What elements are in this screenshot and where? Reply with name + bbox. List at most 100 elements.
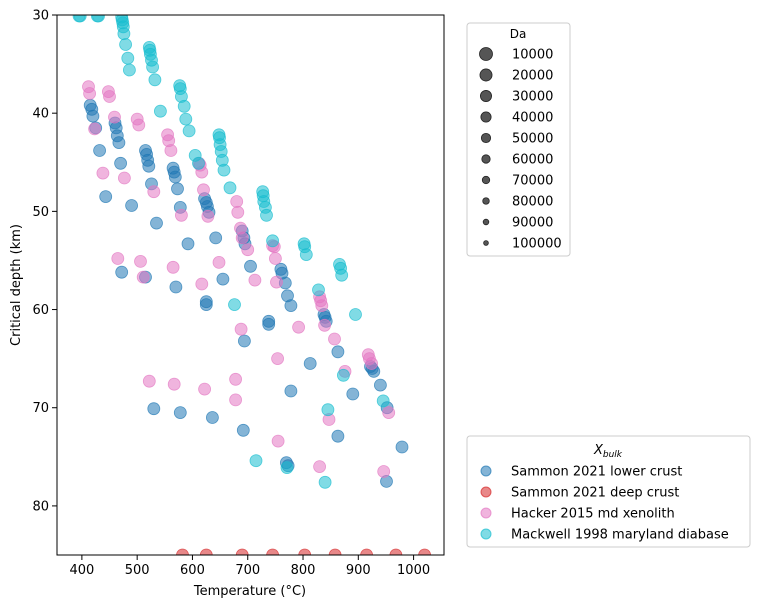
data-point bbox=[284, 384, 298, 398]
data-point bbox=[389, 548, 403, 555]
data-point bbox=[117, 27, 131, 41]
size-legend-label: 10000 bbox=[512, 48, 553, 63]
data-point bbox=[177, 99, 191, 113]
data-points bbox=[72, 15, 431, 555]
y-tick-label: 30 bbox=[32, 9, 49, 24]
data-point bbox=[395, 440, 409, 454]
size-legend-marker bbox=[479, 68, 493, 82]
data-point bbox=[181, 237, 195, 251]
data-point bbox=[103, 90, 116, 103]
data-point bbox=[318, 318, 332, 332]
color-legend-marker bbox=[480, 507, 492, 519]
data-point bbox=[331, 345, 345, 359]
data-point bbox=[88, 122, 101, 136]
data-point bbox=[192, 156, 205, 170]
data-point bbox=[331, 429, 345, 443]
data-point bbox=[229, 393, 243, 407]
x-tick-label: 900 bbox=[346, 563, 371, 578]
data-point bbox=[112, 136, 126, 150]
color-legend-title-subscript: bulk bbox=[603, 450, 623, 460]
data-point bbox=[86, 109, 100, 123]
size-legend: Da 10000 20000 30000 40000 50000 60000 70000 80… bbox=[466, 22, 571, 257]
data-point bbox=[174, 208, 188, 222]
data-point bbox=[168, 170, 182, 184]
data-point bbox=[321, 403, 335, 417]
data-point bbox=[136, 270, 150, 284]
data-point bbox=[298, 548, 312, 555]
data-point bbox=[328, 332, 341, 346]
data-point bbox=[83, 87, 96, 100]
data-point bbox=[335, 268, 349, 282]
size-legend-marker bbox=[481, 154, 491, 164]
data-point bbox=[99, 190, 113, 204]
data-point bbox=[373, 378, 387, 392]
data-point bbox=[212, 255, 226, 269]
data-point bbox=[96, 166, 110, 180]
size-legend-frame bbox=[466, 22, 571, 257]
data-point bbox=[73, 15, 87, 23]
size-legend-items: 10000 20000 30000 40000 50000 60000 70000 80000… bbox=[479, 47, 562, 252]
data-point bbox=[315, 299, 329, 313]
data-point bbox=[241, 243, 255, 257]
x-tick-label: 1000 bbox=[397, 563, 430, 578]
data-point bbox=[377, 465, 391, 478]
data-point bbox=[93, 144, 106, 157]
data-point bbox=[228, 298, 241, 312]
data-point bbox=[92, 15, 105, 23]
data-point bbox=[270, 275, 283, 289]
size-legend-marker bbox=[483, 240, 489, 246]
data-point bbox=[171, 182, 184, 196]
color-legend-label: Hacker 2015 md xenolith bbox=[511, 507, 675, 522]
data-point bbox=[148, 73, 162, 87]
data-point bbox=[197, 183, 210, 197]
data-point bbox=[223, 181, 237, 195]
color-legend-label: Mackwell 1998 maryland diabase bbox=[511, 528, 729, 543]
data-point bbox=[336, 368, 350, 382]
size-legend-label: 90000 bbox=[512, 216, 553, 231]
size-legend-label: 40000 bbox=[512, 111, 553, 126]
data-point bbox=[147, 402, 161, 416]
data-point bbox=[147, 185, 161, 199]
data-point bbox=[235, 231, 249, 245]
color-legend-title-main: X bbox=[593, 443, 604, 458]
data-point bbox=[230, 195, 244, 208]
data-point bbox=[266, 548, 279, 555]
data-point bbox=[179, 112, 193, 126]
data-point bbox=[199, 298, 213, 312]
size-legend-marker bbox=[482, 218, 490, 226]
x-tick-label: 600 bbox=[180, 563, 205, 578]
data-point bbox=[209, 231, 223, 245]
x-tick-label: 500 bbox=[125, 563, 150, 578]
data-point bbox=[262, 317, 276, 331]
data-point bbox=[150, 216, 163, 230]
data-point bbox=[167, 377, 181, 391]
size-legend-label: 70000 bbox=[512, 174, 553, 189]
y-tick-label: 40 bbox=[32, 107, 49, 122]
data-point bbox=[114, 156, 127, 170]
data-point bbox=[268, 252, 282, 265]
data-point bbox=[271, 352, 285, 366]
data-point bbox=[382, 406, 396, 420]
data-point bbox=[217, 163, 231, 177]
data-point bbox=[169, 280, 183, 294]
color-legend-label: Sammon 2021 lower crust bbox=[511, 465, 682, 480]
y-tick-label: 70 bbox=[32, 401, 49, 416]
data-point bbox=[234, 322, 248, 336]
color-legend-marker bbox=[480, 486, 492, 498]
x-axis: 400 500 600 700 800 900 1000 bbox=[69, 555, 430, 578]
data-point bbox=[244, 259, 257, 273]
data-point bbox=[349, 308, 362, 321]
data-point bbox=[195, 277, 209, 291]
data-point bbox=[176, 548, 189, 555]
y-axis-title: Critical depth (km) bbox=[9, 224, 24, 346]
x-axis-title: Temperature (°C) bbox=[193, 584, 306, 599]
color-legend-marker bbox=[480, 528, 492, 540]
y-tick-label: 50 bbox=[32, 205, 49, 220]
size-legend-marker bbox=[479, 47, 493, 61]
plot-frame bbox=[56, 14, 445, 556]
data-point bbox=[229, 372, 243, 386]
data-point bbox=[271, 434, 285, 448]
data-point bbox=[248, 273, 262, 287]
